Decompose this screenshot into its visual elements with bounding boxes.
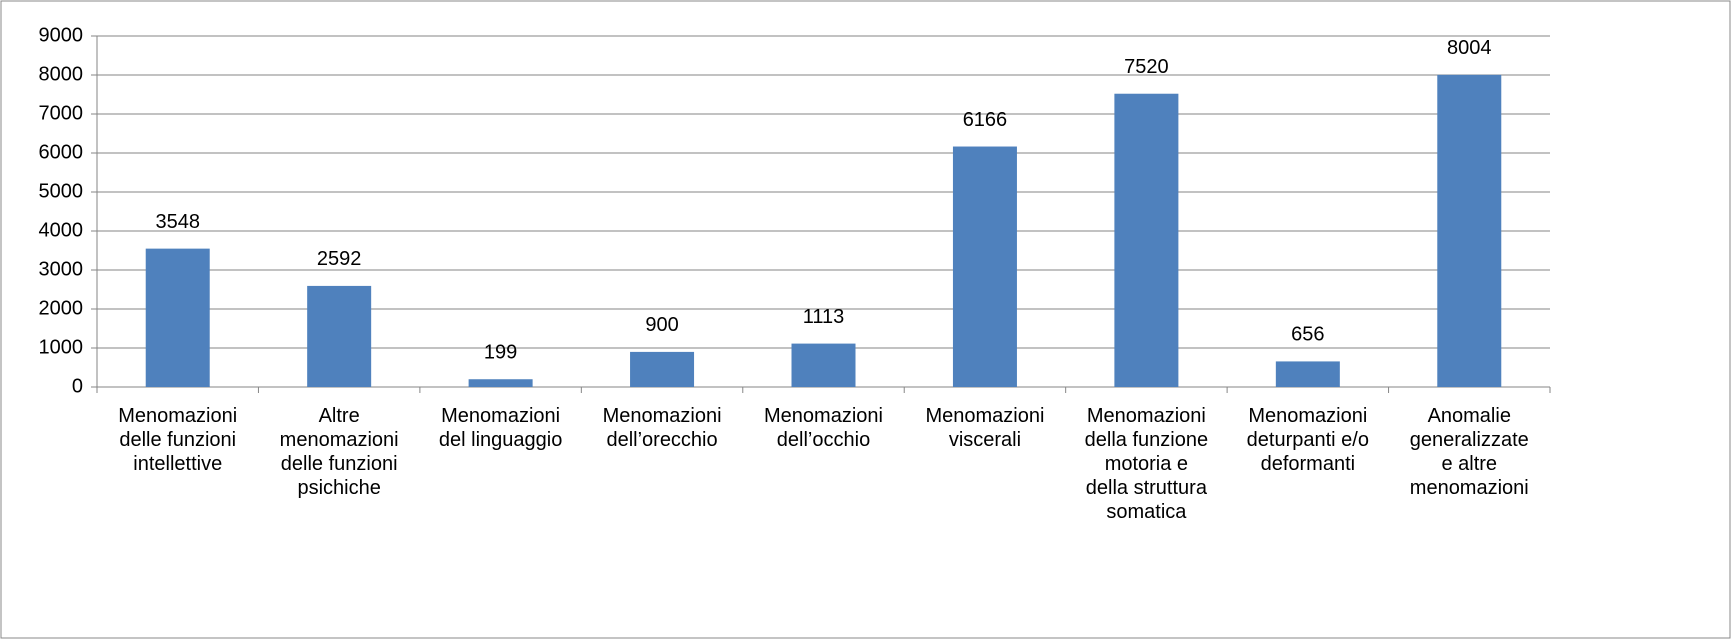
bar — [630, 351, 695, 387]
data-label: 656 — [1291, 324, 1324, 346]
y-tick-label: 4000 — [39, 219, 84, 241]
y-tick-label: 3000 — [39, 258, 84, 280]
bar — [468, 379, 533, 387]
x-tick-label: Menomazioni delle funzioni intellettive — [118, 405, 238, 475]
data-label: 900 — [645, 314, 678, 336]
y-tick-label: 2000 — [39, 297, 84, 319]
y-tick-label: 8000 — [39, 63, 84, 85]
bar — [1114, 93, 1179, 387]
y-tick-label: 9000 — [39, 24, 84, 46]
data-label: 7520 — [1124, 56, 1169, 78]
y-tick-label: 5000 — [39, 180, 84, 202]
data-label: 1113 — [803, 306, 845, 328]
data-label: 3548 — [155, 211, 200, 233]
x-tick-label: Menomazioni dell’orecchio — [602, 405, 722, 451]
data-label: 8004 — [1447, 37, 1492, 59]
y-tick-label: 6000 — [39, 141, 84, 163]
x-tick-label: Menomazioni della funzione motoria e del… — [1084, 405, 1209, 523]
bar — [1437, 74, 1502, 388]
bar — [791, 343, 856, 387]
data-label: 6166 — [963, 109, 1008, 131]
data-label: 199 — [484, 342, 517, 364]
bar — [1275, 361, 1340, 387]
y-tick-label: 7000 — [39, 102, 84, 124]
x-tick-label: Menomazioni viscerali — [925, 405, 1045, 451]
bar — [145, 248, 210, 387]
data-label: 2592 — [317, 248, 362, 270]
x-tick-label: Anomalie generalizzate e altre menomazio… — [1409, 405, 1529, 499]
x-tick-label: Altre menomazioni delle funzioni psichic… — [279, 405, 399, 499]
y-tick-label: 1000 — [39, 336, 84, 358]
bar — [307, 285, 372, 387]
bar — [952, 146, 1017, 387]
y-tick-label: 0 — [72, 375, 83, 397]
x-tick-label: Menomazioni dell’occhio — [764, 405, 883, 451]
x-tick-label: Menomazioni deturpanti e/o deformanti — [1246, 405, 1369, 475]
x-tick-label: Menomazioni del linguaggio — [438, 405, 563, 451]
